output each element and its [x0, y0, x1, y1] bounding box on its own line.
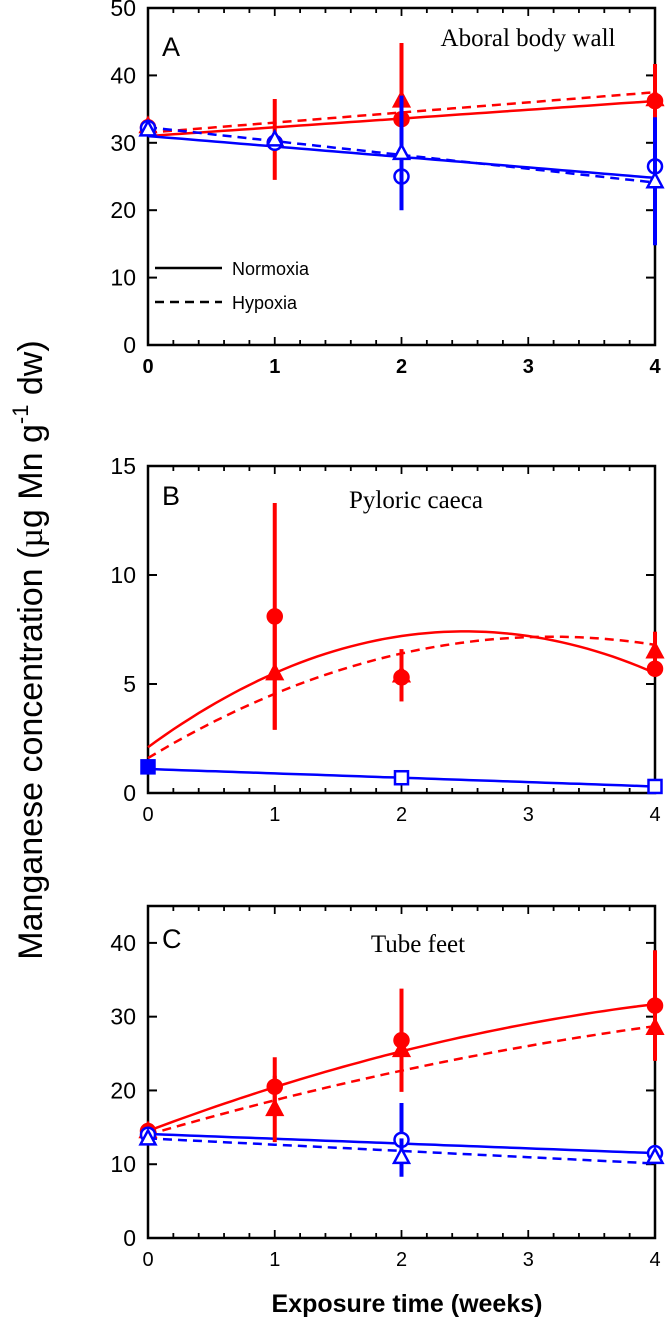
x-tick-label: 1 — [269, 1249, 280, 1271]
series-blue-hypoxia — [138, 95, 665, 246]
y-tick-label: 50 — [110, 0, 136, 21]
square-marker — [393, 769, 410, 786]
y-tick-label: 0 — [123, 1225, 136, 1251]
y-tick-label: 40 — [110, 930, 136, 956]
series-red-hypoxia — [265, 616, 665, 730]
triangle-marker — [391, 1039, 412, 1058]
x-tick-label: 4 — [649, 356, 661, 378]
legend-label-hypoxia: Hypoxia — [232, 293, 298, 313]
panel-title: Aboral body wall — [441, 25, 616, 52]
x-tick-label: 0 — [142, 804, 153, 826]
y-tick-label: 10 — [110, 562, 136, 588]
triangle-marker — [645, 1146, 665, 1165]
y-tick-label: 10 — [110, 1151, 136, 1177]
hypoxia-red-fit-line — [147, 91, 656, 134]
x-ticks — [147, 466, 656, 793]
y-tick-label: 30 — [110, 130, 136, 156]
panel-title: Pyloric caeca — [349, 487, 483, 514]
y-ticks — [148, 465, 655, 794]
panel-letter: B — [162, 481, 180, 511]
plot-frame — [146, 464, 657, 795]
triangle-marker — [138, 1127, 158, 1146]
y-tick-label: 40 — [110, 62, 136, 88]
triangle-marker — [391, 142, 412, 161]
series-blue-normoxia — [140, 759, 156, 775]
triangle-marker — [138, 118, 158, 137]
x-tick-label: 0 — [142, 356, 153, 378]
series-blue-hypoxia — [393, 769, 663, 795]
y-tick-label: 20 — [110, 1077, 136, 1103]
x-ticks — [147, 906, 656, 1238]
x-tick-label: 3 — [523, 356, 534, 378]
triangle-marker — [265, 662, 285, 681]
x-tick-label: 1 — [269, 804, 280, 826]
triangle-marker — [645, 640, 665, 659]
triangle-marker — [391, 664, 412, 683]
x-tick-label: 4 — [649, 804, 660, 826]
panel-title: Tube feet — [371, 931, 465, 958]
panel-letter: A — [162, 32, 180, 62]
legend: Normoxia Hypoxia — [155, 259, 310, 313]
y-tick-label: 5 — [123, 671, 136, 697]
x-tick-label: 3 — [523, 804, 534, 826]
normoxia-red-fit-line — [147, 630, 656, 749]
triangle-marker — [265, 128, 285, 147]
x-tick-label: 2 — [396, 356, 407, 378]
square-marker — [140, 759, 156, 775]
panel-letter: C — [162, 924, 182, 954]
series-blue-hypoxia — [138, 1127, 665, 1176]
y-tick-label: 10 — [110, 265, 136, 291]
y-tick-label: 15 — [110, 453, 136, 479]
y-tick-label: 0 — [123, 332, 136, 358]
square-marker — [647, 778, 663, 795]
x-tick-label: 1 — [269, 356, 280, 378]
x-tick-label: 4 — [649, 1249, 660, 1271]
y-tick-label: 30 — [110, 1004, 136, 1030]
triangle-marker — [391, 1146, 412, 1165]
x-tick-label: 2 — [396, 804, 407, 826]
triangle-marker — [645, 1017, 665, 1035]
circle-marker — [646, 997, 664, 1014]
triangle-marker — [645, 88, 665, 107]
legend-label-normoxia: Normoxia — [232, 259, 310, 279]
triangle-marker — [265, 1098, 285, 1117]
y-tick-label: 20 — [110, 197, 136, 223]
x-tick-label: 0 — [142, 1249, 153, 1271]
series-red-normoxia — [266, 503, 664, 730]
x-tick-label: 2 — [396, 1249, 407, 1271]
hypoxia-blue-fit-line — [147, 1137, 656, 1165]
x-ticks — [147, 8, 656, 345]
y-axis-title: Manganese concentration (µg Mn g-1 dw) — [8, 340, 50, 959]
triangle-marker — [645, 170, 665, 189]
panel-b: 0 1 2 3 4 0 5 10 15 B Pyloric caeca — [110, 453, 665, 826]
x-tick-label: 3 — [523, 1249, 534, 1271]
x-axis-title: Exposure time (weeks) — [272, 1290, 543, 1318]
y-tick-label: 0 — [123, 780, 136, 806]
